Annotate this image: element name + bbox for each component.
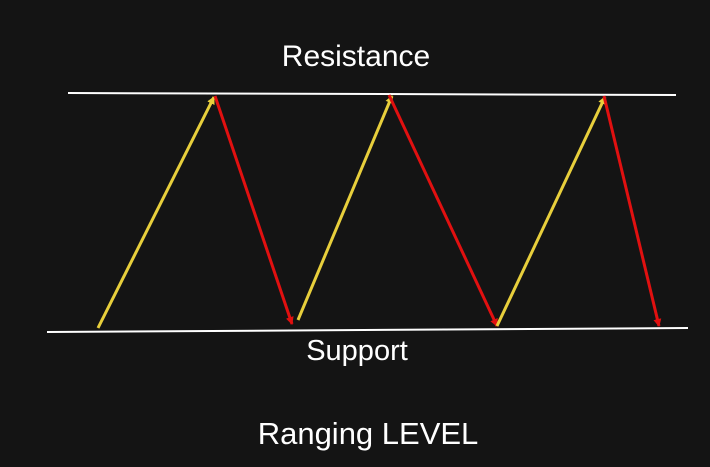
support-label: Support bbox=[306, 335, 408, 367]
up-arrow-2 bbox=[296, 95, 394, 321]
down-arrow-1 bbox=[213, 95, 294, 325]
down-arrow-3 bbox=[602, 95, 662, 327]
up-arrow-3 bbox=[495, 96, 607, 327]
ranging-level-title: Ranging LEVEL bbox=[257, 416, 479, 451]
resistance-label: Resistance bbox=[281, 40, 431, 73]
resistance-line bbox=[67, 92, 677, 96]
down-arrow-2 bbox=[387, 94, 499, 327]
support-line bbox=[46, 327, 689, 333]
up-arrow-1 bbox=[96, 96, 216, 329]
